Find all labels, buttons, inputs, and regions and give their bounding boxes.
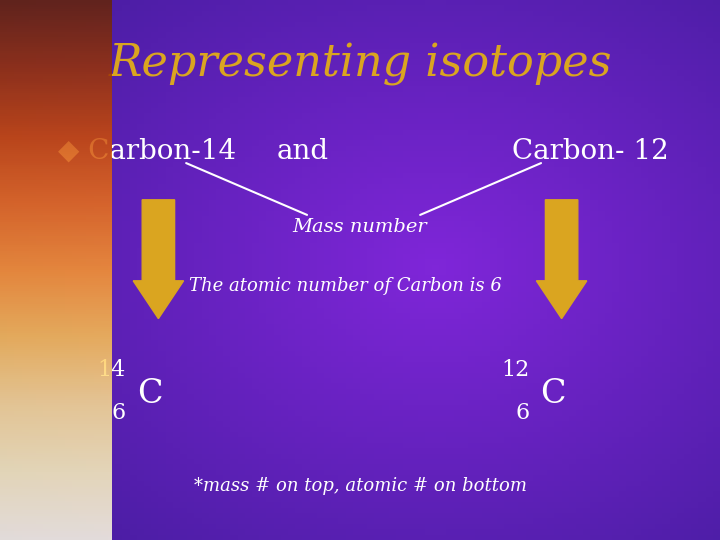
Text: and: and bbox=[276, 138, 328, 165]
Text: 14: 14 bbox=[98, 359, 126, 381]
Text: Representing isotopes: Representing isotopes bbox=[108, 43, 612, 86]
Text: Mass number: Mass number bbox=[292, 218, 428, 236]
Text: *mass # on top, atomic # on bottom: *mass # on top, atomic # on bottom bbox=[194, 477, 526, 495]
FancyArrow shape bbox=[133, 200, 184, 319]
Text: 6: 6 bbox=[112, 402, 126, 424]
Text: ◆ Carbon-14: ◆ Carbon-14 bbox=[58, 138, 235, 165]
Text: 12: 12 bbox=[501, 359, 529, 381]
Text: Carbon- 12: Carbon- 12 bbox=[512, 138, 669, 165]
Text: 6: 6 bbox=[515, 402, 529, 424]
FancyArrow shape bbox=[536, 200, 587, 319]
Text: C: C bbox=[137, 378, 162, 410]
Text: C: C bbox=[540, 378, 565, 410]
Text: The atomic number of Carbon is 6: The atomic number of Carbon is 6 bbox=[189, 277, 502, 295]
